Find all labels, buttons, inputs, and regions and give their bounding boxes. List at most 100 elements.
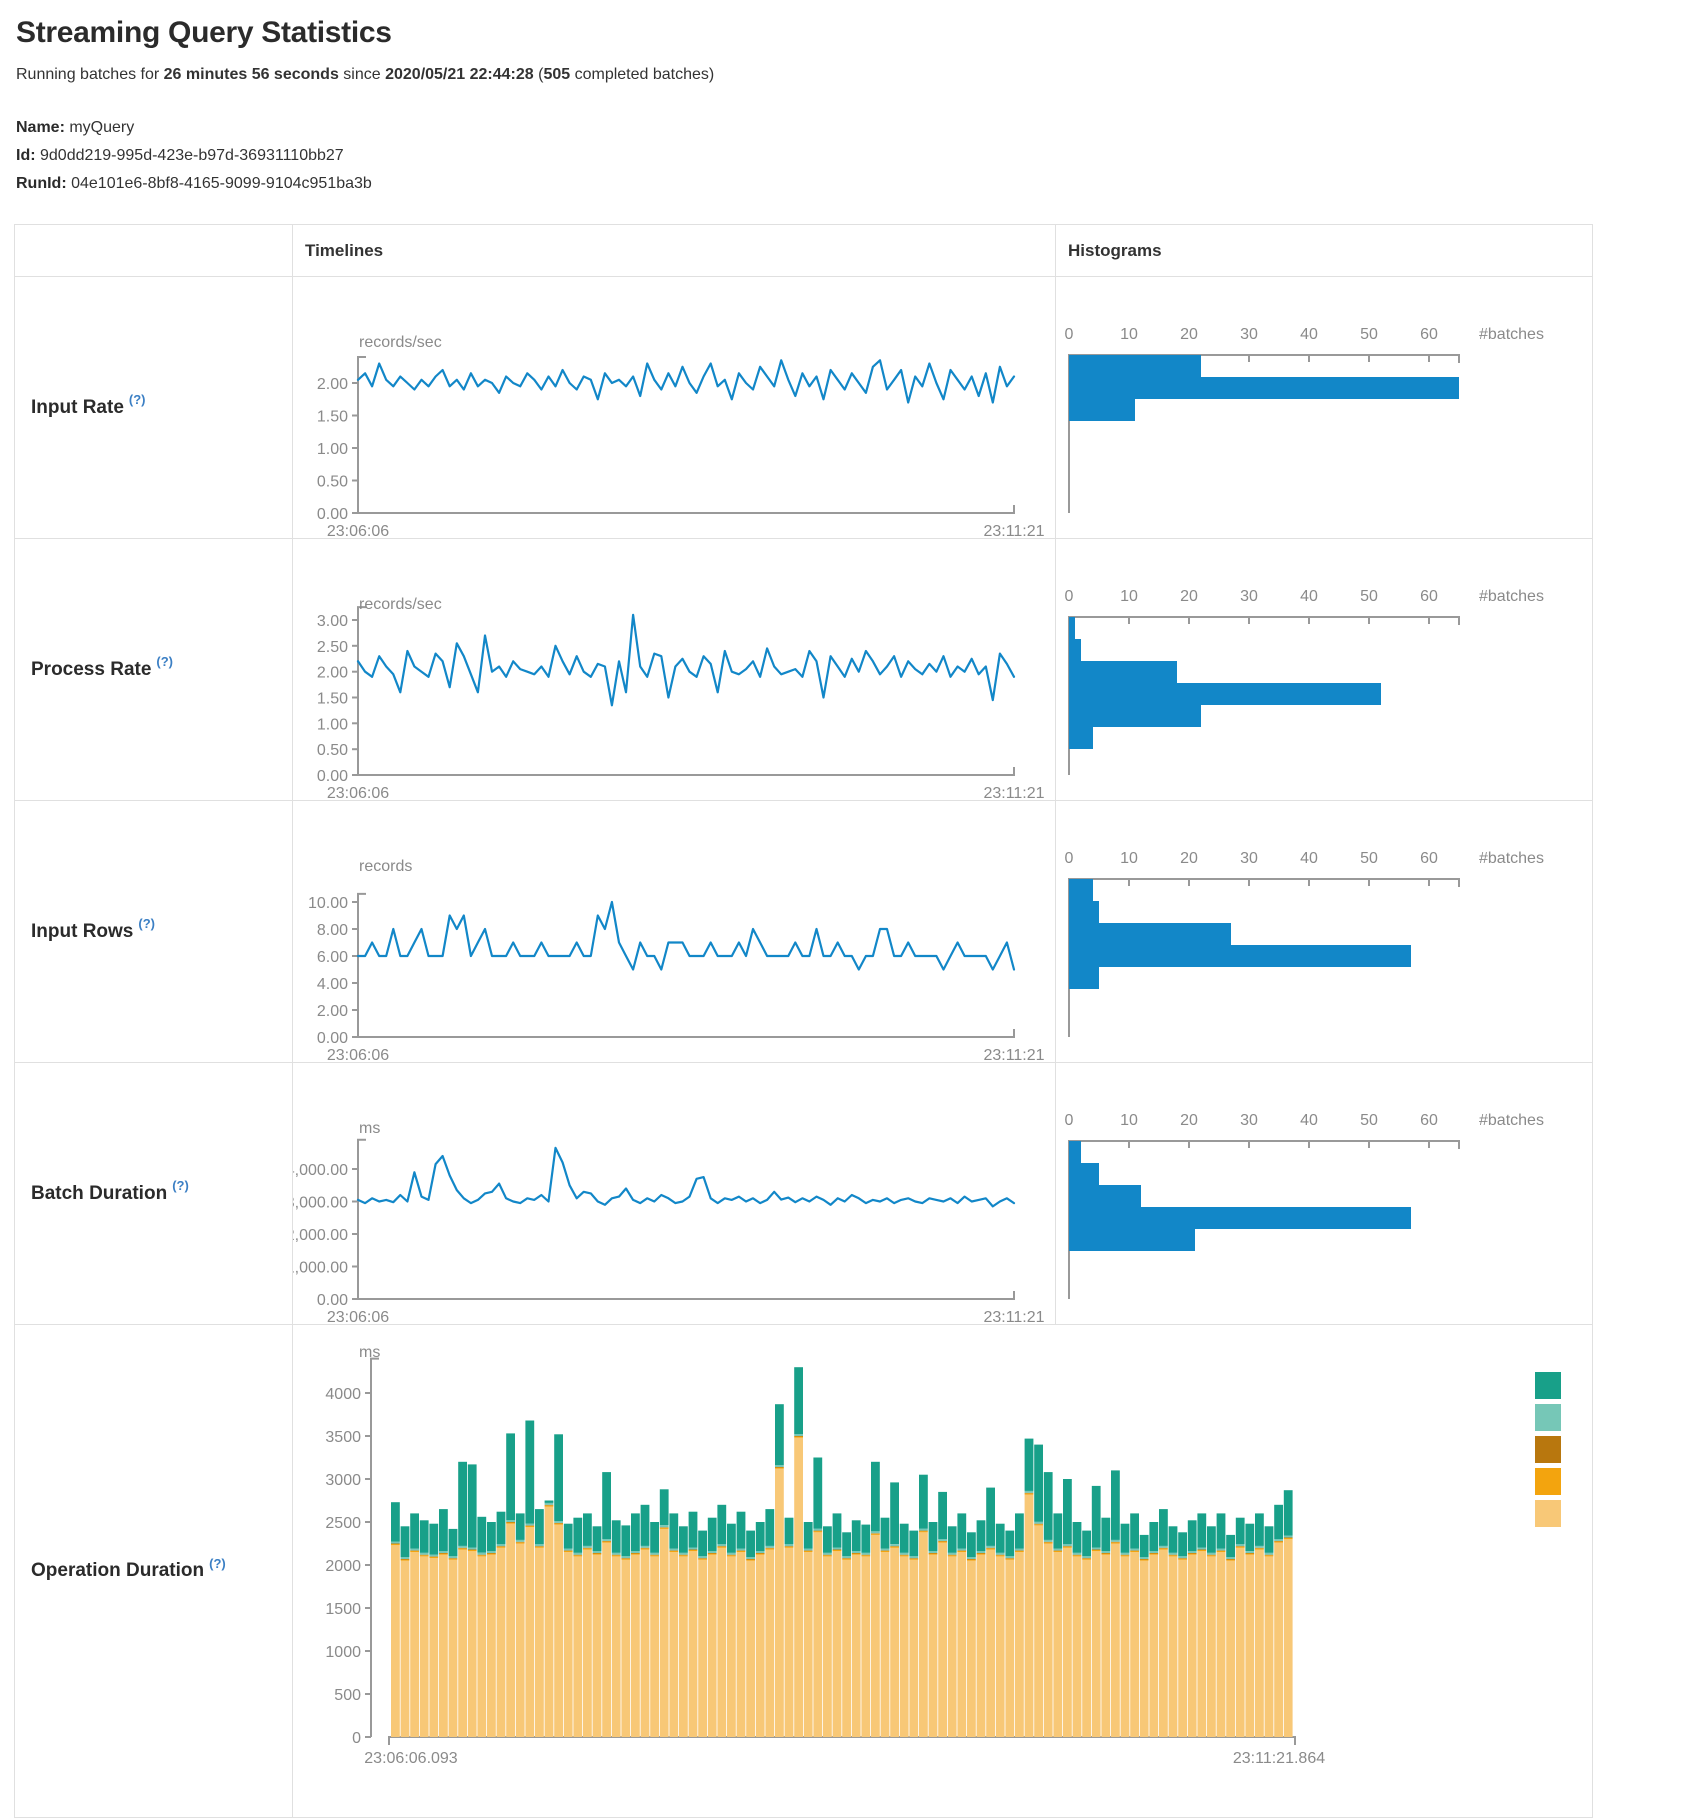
svg-text:0.50: 0.50 xyxy=(317,742,348,759)
svg-text:30: 30 xyxy=(1240,326,1258,343)
input-rate-timeline-cell: records/sec 2.00 1.50 1.00 0.50 0.00 23:06:06 2… xyxy=(293,277,1056,539)
svg-text:20: 20 xyxy=(1180,1112,1198,1129)
svg-text:0.00: 0.00 xyxy=(317,1030,348,1047)
batch-duration-timeline-chart: ms4,000.003,000.002,000.001,000.000.0023… xyxy=(293,1120,1045,1324)
timeline-axes xyxy=(352,356,1015,514)
process-rate-timeline-cell: records/sec 3.00 2.50 2.00 1.50 1.00 0.50 0.00 2… xyxy=(293,539,1056,801)
svg-text:1,000.00: 1,000.00 xyxy=(293,1260,348,1277)
metric-label: Batch Duration xyxy=(31,1182,168,1204)
svg-text:3500: 3500 xyxy=(325,1429,361,1446)
svg-text:8.00: 8.00 xyxy=(317,922,348,939)
histogram-bars xyxy=(1069,355,1459,421)
legend-swatch-brown xyxy=(1535,1436,1561,1463)
histogram-bars xyxy=(1069,879,1411,989)
query-name: myQuery xyxy=(64,119,135,136)
metric-label: Process Rate xyxy=(31,658,152,680)
header-histograms: Histograms xyxy=(1056,225,1592,277)
operation-duration-help-icon[interactable]: (?) xyxy=(209,1555,226,1571)
input-rows-timeline-chart: records 10.00 8.00 6.00 4.00 2.00 0.0023:06:06… xyxy=(308,858,1045,1062)
row-label-batch-duration: Batch Duration (?) xyxy=(15,1063,293,1325)
svg-text:0: 0 xyxy=(1065,850,1074,867)
svg-text:60: 60 xyxy=(1420,588,1438,605)
input-rate-help-icon[interactable]: (?) xyxy=(128,392,146,407)
streaming-query-statistics-page: Streaming Query Statistics Running batch… xyxy=(0,16,1693,1818)
batch-duration-timeline-cell: ms4,000.003,000.002,000.001,000.000.0023… xyxy=(293,1063,1056,1325)
batch-duration-help-icon[interactable]: (?) xyxy=(172,1178,189,1193)
svg-text:50: 50 xyxy=(1360,326,1378,343)
query-runid-line: RunId: 04e101e6-8bf8-4165-9099-9104c951b… xyxy=(16,170,1679,198)
histogram-bars xyxy=(1069,617,1381,749)
query-id: 9d0dd219-995d-423e-b97d-36931110bb27 xyxy=(35,147,344,164)
start-datetime: 2020/05/21 22:44:28 xyxy=(385,66,534,83)
operation-duration-stacked-chart: ms 4000 3500 3000 2500 2000 1500 1000 500 023:06:… xyxy=(325,1344,1561,1767)
summary-suffix: completed batches) xyxy=(570,66,715,83)
svg-text:1500: 1500 xyxy=(325,1601,361,1618)
svg-text:1.50: 1.50 xyxy=(317,409,348,426)
svg-text:ms: ms xyxy=(359,1120,380,1137)
svg-text:ms: ms xyxy=(359,1344,380,1361)
svg-text:50: 50 xyxy=(1360,1112,1378,1129)
svg-text:20: 20 xyxy=(1180,588,1198,605)
runid-label: RunId: xyxy=(16,175,67,192)
svg-text:10: 10 xyxy=(1120,588,1138,605)
svg-text:20: 20 xyxy=(1180,850,1198,867)
svg-text:0: 0 xyxy=(1065,1112,1074,1129)
svg-text:2.50: 2.50 xyxy=(317,639,348,656)
metric-label: Input Rate xyxy=(31,396,124,418)
input-rows-histogram-chart: 0 10 20 30 40 50 60 #batches xyxy=(1065,850,1544,1037)
svg-text:0: 0 xyxy=(1065,326,1074,343)
query-runid: 04e101e6-8bf8-4165-9099-9104c951ba3b xyxy=(66,175,372,192)
svg-text:2000: 2000 xyxy=(325,1558,361,1575)
svg-text:0.00: 0.00 xyxy=(317,1292,348,1309)
input-rate-histogram-cell: 0 10 20 30 40 50 60 #batches xyxy=(1056,277,1592,539)
svg-text:40: 40 xyxy=(1300,1112,1318,1129)
histogram-bars xyxy=(1069,1141,1411,1251)
query-name-line: Name: myQuery xyxy=(16,114,1679,142)
input-rows-help-icon[interactable]: (?) xyxy=(138,916,155,931)
svg-text:40: 40 xyxy=(1300,850,1318,867)
svg-text:6.00: 6.00 xyxy=(317,949,348,966)
svg-text:10: 10 xyxy=(1120,850,1138,867)
svg-text:40: 40 xyxy=(1300,326,1318,343)
summary-prefix: Running batches for xyxy=(16,66,164,83)
svg-text:3000: 3000 xyxy=(325,1472,361,1489)
svg-text:23:06:06: 23:06:06 xyxy=(327,785,389,801)
svg-text:1.50: 1.50 xyxy=(317,691,348,708)
input-rows-timeline-cell: records 10.00 8.00 6.00 4.00 2.00 0.00 23:06:06… xyxy=(293,801,1056,1063)
summary-mid: since xyxy=(338,66,386,83)
legend-swatch-teal xyxy=(1535,1372,1561,1399)
process-rate-timeline-chart: records/sec3.002.502.001.501.000.500.002… xyxy=(317,596,1045,801)
svg-text:4.00: 4.00 xyxy=(317,976,348,993)
metric-label: Input Rows xyxy=(31,920,134,942)
svg-text:0: 0 xyxy=(352,1730,361,1747)
legend-swatch-light_teal xyxy=(1535,1404,1561,1431)
svg-text:4000: 4000 xyxy=(325,1386,361,1403)
svg-text:10.00: 10.00 xyxy=(308,895,348,912)
input-rate-histogram-chart: 0 10 20 30 40 50 60 #batches xyxy=(1065,326,1544,513)
svg-text:40: 40 xyxy=(1300,588,1318,605)
input-rows-histogram-cell: 0 10 20 30 40 50 60 #batches xyxy=(1056,801,1592,1063)
svg-text:60: 60 xyxy=(1420,1112,1438,1129)
svg-text:#batches: #batches xyxy=(1479,326,1544,343)
id-label: Id: xyxy=(16,147,36,164)
svg-text:records: records xyxy=(359,858,412,875)
svg-text:1.00: 1.00 xyxy=(317,441,348,458)
svg-text:20: 20 xyxy=(1180,326,1198,343)
process-rate-help-icon[interactable]: (?) xyxy=(156,654,174,669)
row-label-operation-duration: Operation Duration (?) xyxy=(15,1325,293,1817)
svg-text:500: 500 xyxy=(334,1687,361,1704)
query-info: Name: myQuery Id: 9d0dd219-995d-423e-b97… xyxy=(16,114,1679,198)
svg-text:3.00: 3.00 xyxy=(317,613,348,630)
svg-text:23:06:06: 23:06:06 xyxy=(327,523,389,539)
process-rate-histogram-chart: 0 10 20 30 40 50 60 #batches xyxy=(1065,588,1544,775)
header-timelines: Timelines xyxy=(293,225,1056,277)
svg-text:records/sec: records/sec xyxy=(359,334,442,351)
svg-text:#batches: #batches xyxy=(1479,1112,1544,1129)
svg-text:23:11:21: 23:11:21 xyxy=(983,523,1044,539)
row-label-process-rate: Process Rate (?) xyxy=(15,539,293,801)
running-batches-summary: Running batches for 26 minutes 56 second… xyxy=(16,66,1679,84)
page-title: Streaming Query Statistics xyxy=(16,16,392,49)
timeline-line-series xyxy=(356,359,1016,404)
svg-text:60: 60 xyxy=(1420,850,1438,867)
svg-text:#batches: #batches xyxy=(1479,588,1544,605)
